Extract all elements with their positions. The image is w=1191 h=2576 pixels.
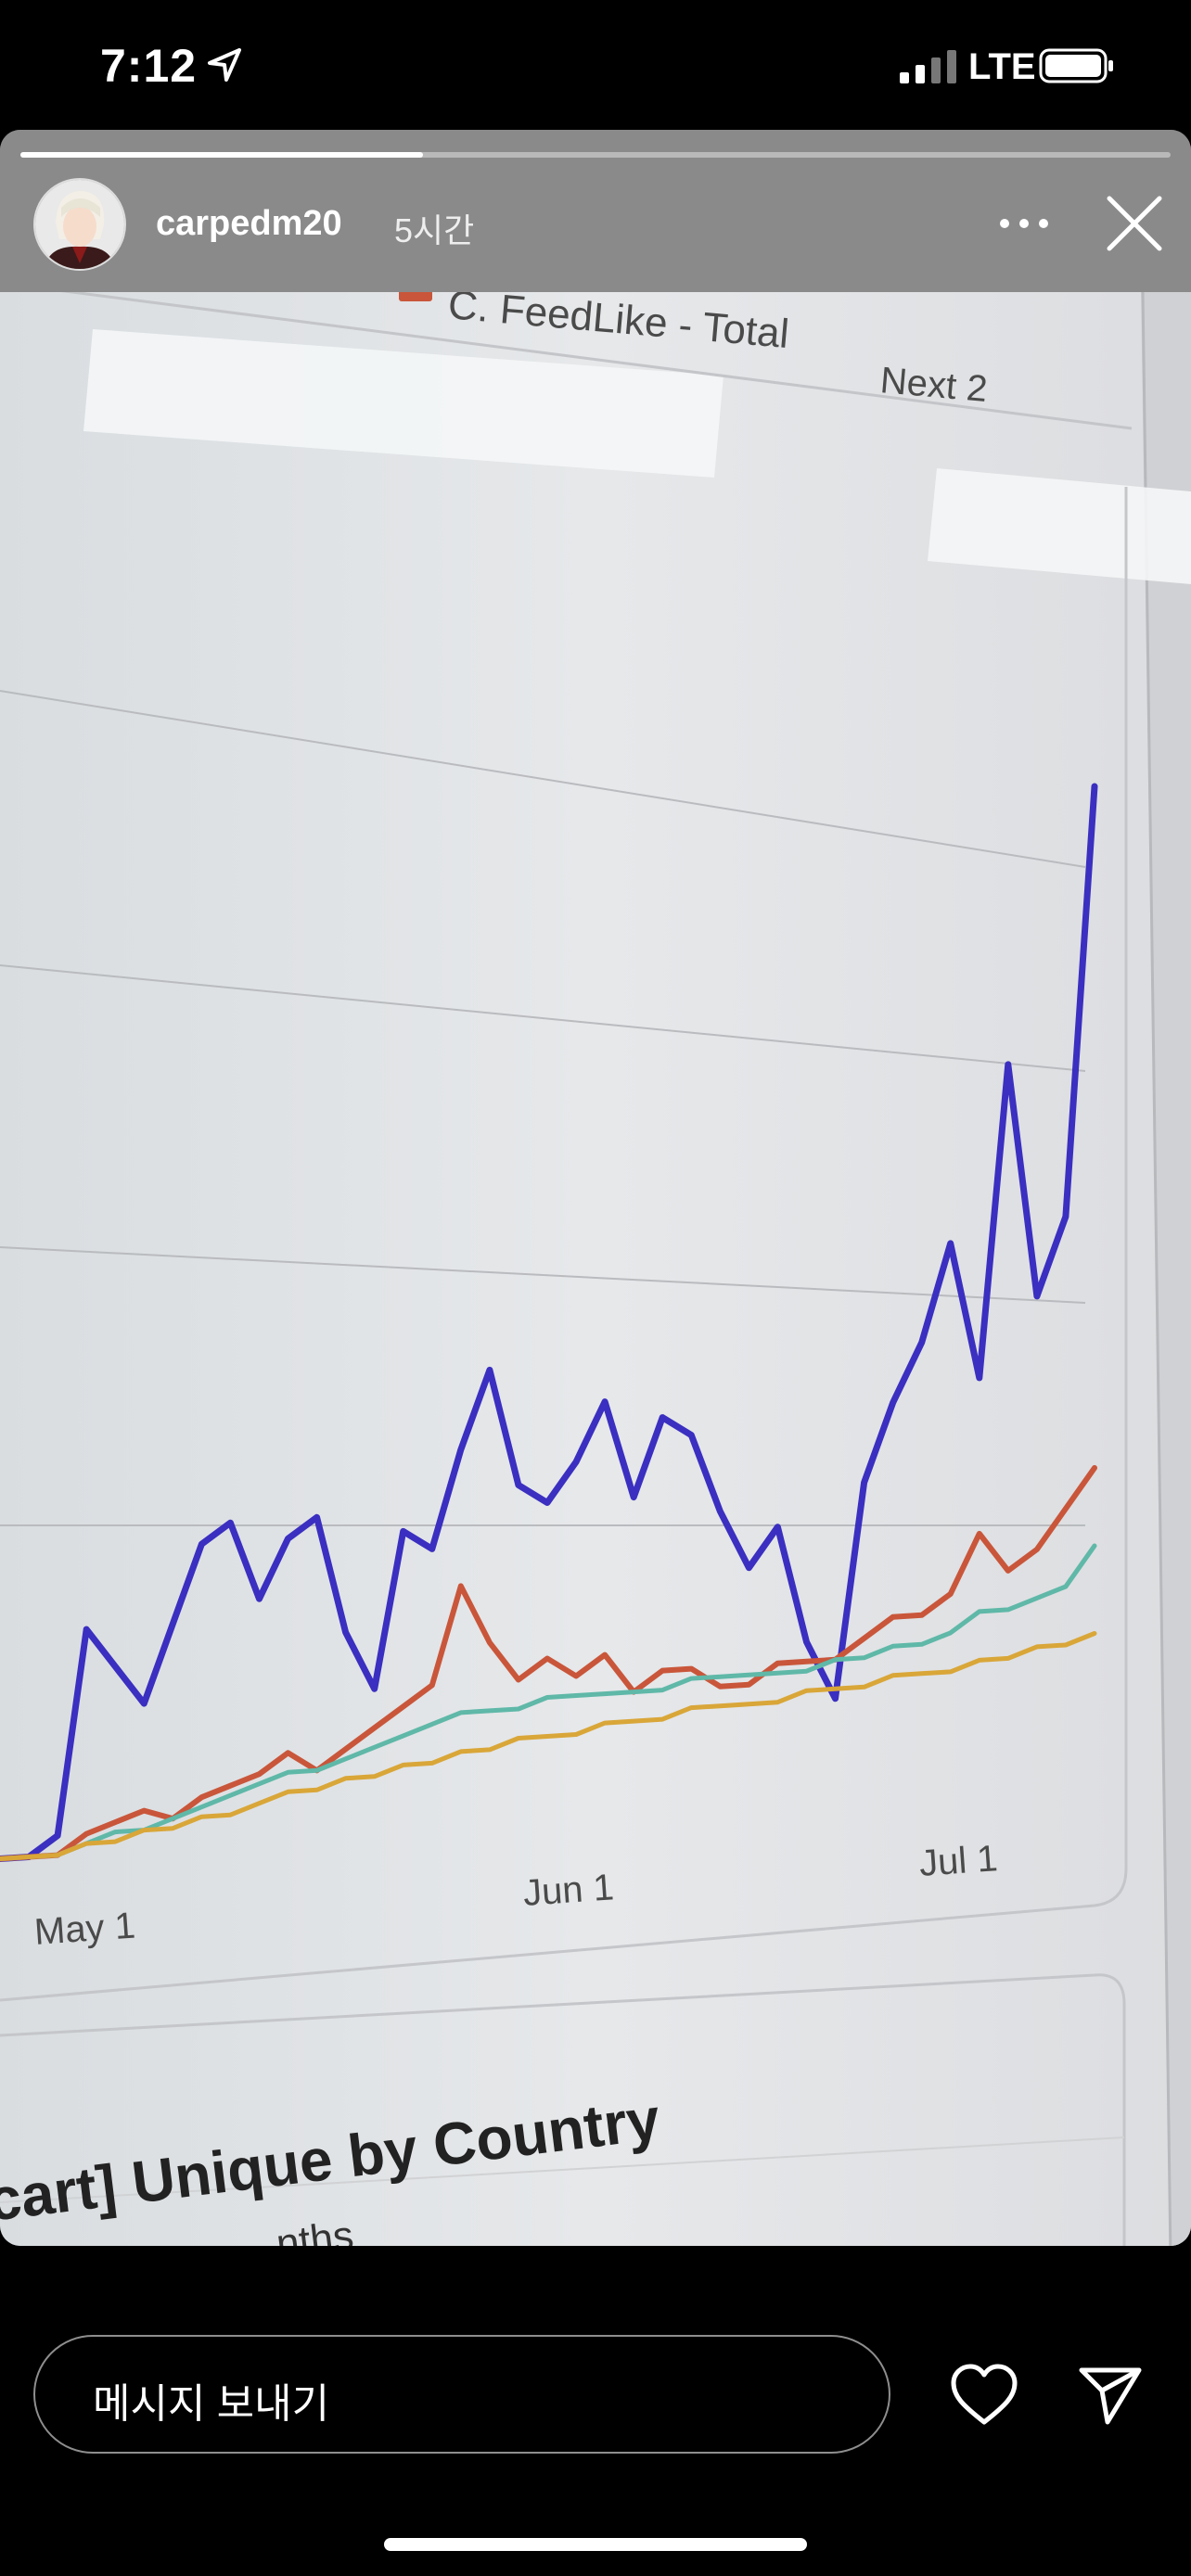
story-progress-fill [20,152,423,158]
avatar[interactable] [33,178,126,271]
network-type: LTE [968,46,1036,87]
story-time-ago: 5시간 [394,211,475,249]
home-indicator[interactable] [384,2538,807,2551]
avatar-image [35,180,124,269]
chart-series [0,783,1098,1862]
x-tick-label: Jul 1 [918,1838,999,1884]
location-arrow-icon [208,48,241,82]
x-tick-label: Jun 1 [522,1867,616,1914]
legend-next-link: Next 2 [878,360,989,410]
status-time: 7:12 [100,40,198,92]
signal-bars-icon [900,50,956,83]
message-placeholder: 메시지 보내기 [93,2381,330,2427]
story-photo: C. FeedLike - Total Next 2 May 1 Jun 1 J… [0,292,1191,2246]
story-header: carpedm20 5시간 [0,130,1191,292]
heart-icon[interactable] [950,2363,1018,2428]
photo-canvas: C. FeedLike - Total Next 2 May 1 Jun 1 J… [0,292,1191,2246]
story-viewer[interactable]: C. FeedLike - Total Next 2 May 1 Jun 1 J… [0,130,1191,2246]
status-bar: 7:12 LTE [0,0,1191,130]
message-input[interactable]: 메시지 보내기 [33,2335,890,2454]
story-progress-bar [20,152,1171,158]
series-line-3 [0,1543,1097,1861]
chart-grid [0,690,1086,1526]
series-line-2 [0,1465,1097,1862]
send-icon[interactable] [1076,2363,1145,2428]
more-dots-icon[interactable] [997,215,1051,232]
battery-icon [1039,48,1113,83]
series-line-1 [0,783,1098,1862]
series-line-4 [0,1631,1097,1861]
legend-swatch [399,292,432,301]
story-username[interactable]: carpedm20 [156,204,342,243]
x-tick-label: May 1 [33,1905,137,1952]
close-icon[interactable] [1104,193,1165,254]
